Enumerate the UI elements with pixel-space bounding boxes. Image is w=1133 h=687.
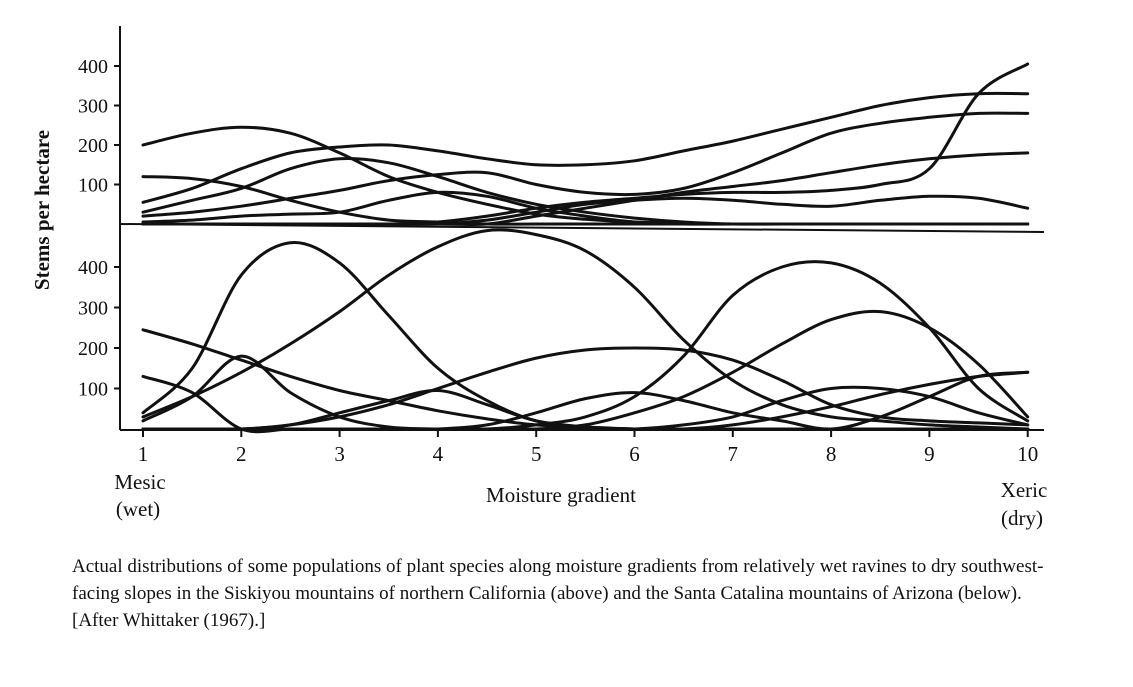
bottom-series-line-2 (141, 228, 1030, 431)
x-right-end-label-1: Xeric (1001, 478, 1048, 502)
bottom-y-tick-label: 300 (78, 298, 108, 320)
x-axis-label: Moisture gradient (486, 483, 636, 507)
top-y-tick-label: 300 (78, 96, 108, 118)
bottom-series-line-12 (141, 370, 1030, 431)
x-left-end-label-2: (wet) (116, 497, 160, 521)
x-left-end-label-1: Mesic (114, 470, 165, 494)
x-tick-label: 1 (138, 442, 149, 466)
top-y-tick-label: 100 (78, 175, 108, 197)
x-tick-label: 6 (629, 442, 640, 466)
top-series-line-9 (141, 151, 1030, 227)
bottom-series-line-1 (141, 240, 1030, 431)
figure-caption: Actual distributions of some populations… (72, 556, 1044, 631)
y-axis-label: Stems per hectare (30, 130, 54, 290)
x-right-end-label-2: (dry) (1001, 506, 1043, 530)
x-ticks: 1 2 3 4 5 6 7 8 9 10 (138, 430, 1038, 466)
x-tick-label: 4 (433, 442, 444, 466)
bottom-y-tick-label: 200 (78, 338, 108, 360)
top-y-tick-label: 200 (78, 135, 108, 157)
chart-axes (119, 26, 1045, 431)
x-tick-label: 2 (236, 442, 247, 466)
x-tick-label: 9 (924, 442, 935, 466)
bottom-y-tick-label: 400 (78, 257, 108, 279)
bottom-y-tick-label: 100 (78, 379, 108, 401)
bottom-series-line-9 (141, 260, 1030, 431)
top-series-line-2 (141, 91, 1030, 204)
top-panel-y-ticks: 100 200 300 400 (78, 56, 120, 197)
top-series-line-6 (141, 190, 1030, 226)
top-y-tick-label: 400 (78, 56, 108, 78)
bottom-panel-series (141, 228, 1030, 434)
x-tick-label: 10 (1017, 442, 1038, 466)
top-panel-series (141, 62, 1030, 227)
chart-figure: 100 200 300 400 100 200 300 400 1 2 3 4 5 6 7 8 9 10 St… (30, 26, 1048, 530)
x-tick-label: 8 (826, 442, 837, 466)
x-tick-label: 5 (531, 442, 542, 466)
x-tick-label: 3 (334, 442, 345, 466)
bottom-panel-y-ticks: 100 200 300 400 (78, 257, 120, 401)
top-series-line-5 (141, 111, 1030, 218)
x-tick-label: 7 (728, 442, 739, 466)
